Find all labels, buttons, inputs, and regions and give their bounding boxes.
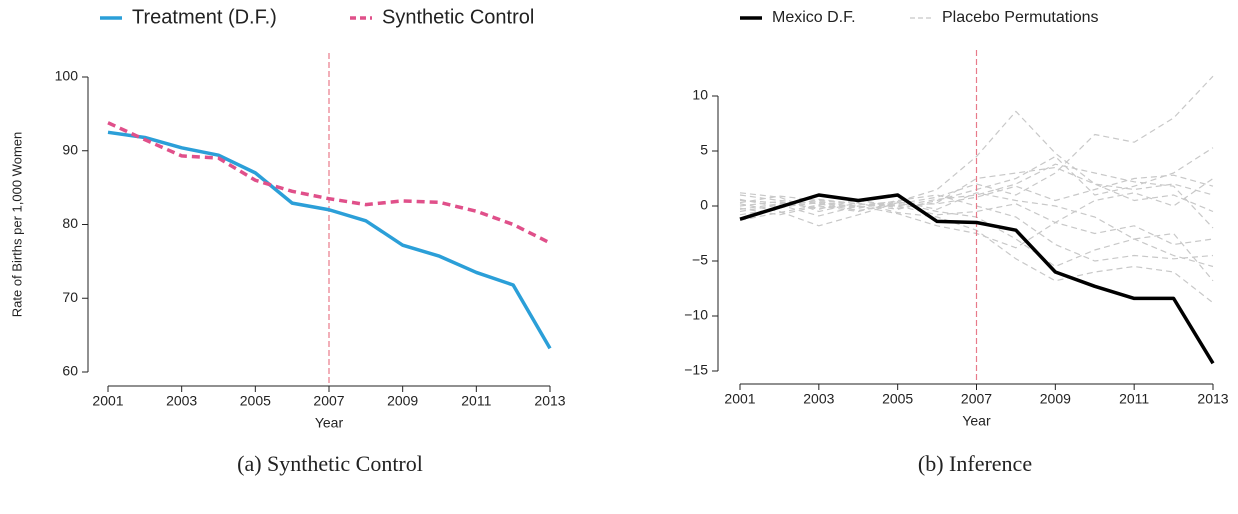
series-line [107,130,552,350]
y-tick-label: −15 [684,362,708,378]
x-tick-label: 2003 [803,391,834,407]
placebo-line [739,199,1214,246]
x-tick-label: 2005 [240,393,271,409]
y-tick-label: −5 [692,252,708,268]
y-tick-label: −10 [684,307,708,323]
x-tick-label: 2011 [1119,391,1149,407]
y-tick-label: 90 [62,141,78,157]
x-tick-label: 2009 [1040,391,1071,407]
x-axis-label: Year [315,415,344,431]
y-tick-label: 60 [62,363,78,379]
legend-label: Synthetic Control [382,6,534,28]
y-tick-label: 80 [62,215,78,231]
x-tick-label: 2005 [882,391,913,407]
caption: (b) Inference [918,451,1032,476]
x-tick-label: 2001 [92,393,123,409]
x-tick-label: 2007 [961,391,992,407]
y-tick-label: 70 [62,289,78,305]
x-tick-label: 2013 [1197,391,1228,407]
x-tick-label: 2003 [166,393,197,409]
x-tick-label: 2007 [313,393,344,409]
x-tick-label: 2009 [387,393,418,409]
placebo-line [739,192,1214,282]
placebo-line [739,163,1214,229]
series-line [107,121,551,245]
legend-label: Mexico D.F. [772,9,856,26]
y-axis-label: Rate of Births per 1,000 Women [9,132,24,317]
series-line [739,193,1215,365]
legend-label: Treatment (D.F.) [132,6,277,28]
x-tick-label: 2001 [724,391,755,407]
placebo-line [739,174,1214,211]
legend-label: Placebo Permutations [942,9,1099,26]
placebo-line [739,110,1214,209]
placebo-line [739,166,1214,213]
caption: (a) Synthetic Control [237,451,423,476]
x-tick-label: 2013 [534,393,565,409]
x-axis-label: Year [962,413,991,429]
y-tick-label: 5 [700,142,708,158]
x-tick-label: 2011 [461,393,491,409]
y-tick-label: 100 [55,68,79,84]
y-tick-label: 10 [692,87,708,103]
y-tick-label: 0 [700,197,708,213]
placebo-line [739,75,1214,210]
